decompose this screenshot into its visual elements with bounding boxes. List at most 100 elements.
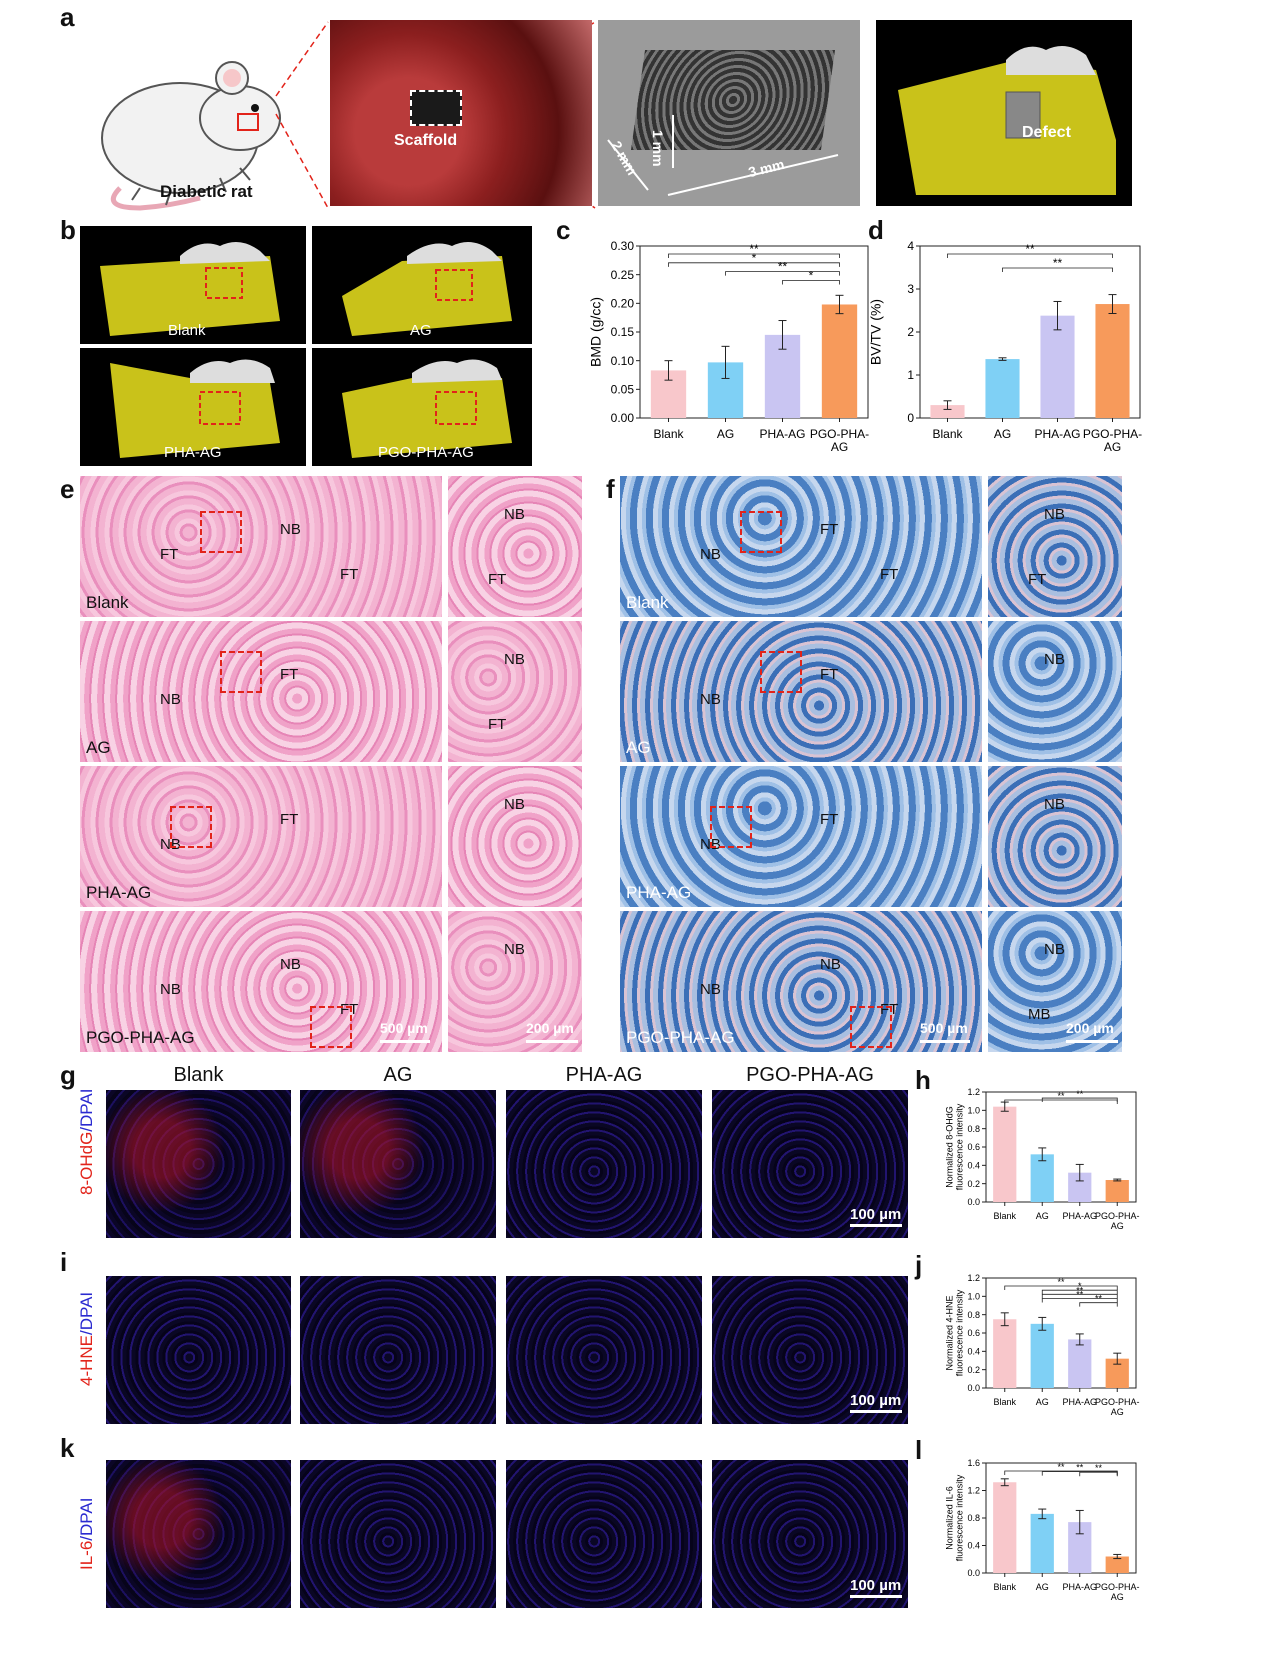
y-axis-label: Normalized IL-6fluorescence intensity xyxy=(944,1474,964,1561)
significance-bracket xyxy=(1079,1302,1118,1307)
panel_e-main-3: PGO-PHA-AG NB NB FT xyxy=(80,911,442,1052)
significance-bracket xyxy=(1041,1097,1118,1103)
bar-AG xyxy=(985,359,1020,418)
y-tick-label: 1.2 xyxy=(967,1486,980,1496)
panel-label-j: j xyxy=(915,1250,923,1280)
mandible-ag: AG xyxy=(312,226,532,344)
significance-label: ** xyxy=(1076,1285,1084,1295)
bar-Blank xyxy=(993,1319,1017,1388)
y-tick-label: 1.2 xyxy=(967,1273,980,1283)
scale-label-k: 100 µm xyxy=(850,1577,902,1594)
row-label-4hne: 4-HNE/DPAI xyxy=(77,1291,96,1386)
bar-Blank xyxy=(930,405,965,418)
panel_f-zoom-1: NB xyxy=(988,621,1122,762)
zoom-region-box xyxy=(710,806,752,848)
tissue-tag: NB xyxy=(700,546,721,563)
mandible-pha: PHA-AG xyxy=(80,348,306,466)
panel-label-b: b xyxy=(60,215,76,245)
y-tick-label: 0.0 xyxy=(967,1197,980,1207)
fluorescence-image-r0-c1 xyxy=(300,1090,496,1238)
y-tick-label: 0.30 xyxy=(611,239,635,253)
x-tick-label: PGO-PHA-AG xyxy=(810,427,869,454)
tissue-tag: NB xyxy=(160,691,181,708)
panel_e-zoom-0: NB FT xyxy=(448,476,582,617)
y-tick-label: 1.6 xyxy=(967,1458,980,1468)
fluorescence-image-r2-c1 xyxy=(300,1460,496,1608)
fluorescence-image-r0-c3 xyxy=(712,1090,908,1238)
y-tick-label: 0.0 xyxy=(967,1383,980,1393)
panel_e-main-0: Blank FT NB FT xyxy=(80,476,442,617)
defect-render: Defect xyxy=(876,20,1132,206)
panel-label-h: h xyxy=(915,1065,931,1095)
tissue-tag: FT xyxy=(160,546,179,563)
bar-AG xyxy=(1030,1323,1054,1388)
x-tick-label: Blank xyxy=(932,427,963,441)
x-tick-label: AG xyxy=(1036,1211,1049,1221)
tissue-tag: NB xyxy=(1044,651,1065,668)
tissue-tag: FT xyxy=(820,521,839,538)
scale-label: 200 µm xyxy=(526,1020,574,1036)
significance-label: ** xyxy=(778,260,788,274)
tissue-tag: NB xyxy=(1044,506,1065,523)
significance-bracket xyxy=(782,280,840,285)
significance-bracket xyxy=(668,262,840,267)
defect-label: Defect xyxy=(1022,124,1071,141)
y-tick-label: 0.25 xyxy=(611,268,635,282)
x-tick-label: PGO-PHA-AG xyxy=(1095,1397,1140,1417)
mandible-ag-label: AG xyxy=(410,322,432,339)
y-tick-label: 0.6 xyxy=(967,1328,980,1338)
scale-label: 200 µm xyxy=(1066,1020,1114,1036)
fluorescence-image-r1-c0 xyxy=(106,1276,291,1424)
panel-label-f: f xyxy=(606,474,615,504)
scaffold-label: Scaffold xyxy=(394,132,458,149)
tissue-tag: NB xyxy=(504,796,525,813)
panel_f-main-3: PGO-PHA-AG NB NB FT xyxy=(620,911,982,1052)
panel-label-g: g xyxy=(60,1060,76,1090)
panel-label-a: a xyxy=(60,2,75,32)
y-tick-label: 0.15 xyxy=(611,325,635,339)
significance-label: ** xyxy=(1095,1294,1103,1304)
y-tick-label: 0.4 xyxy=(967,1346,980,1356)
panel_f-zoom-3: NB MB xyxy=(988,911,1122,1052)
significance-label: ** xyxy=(1076,1463,1084,1473)
x-tick-label: PHA-AG xyxy=(1062,1397,1097,1407)
tissue-tag: FT xyxy=(820,811,839,828)
fluorescence-image-r2-c0 xyxy=(106,1460,291,1608)
y-tick-label: 0.10 xyxy=(611,354,635,368)
bar-Blank xyxy=(993,1482,1017,1573)
x-tick-label: PGO-PHA-AG xyxy=(1095,1582,1140,1602)
scale-bar xyxy=(920,1040,970,1043)
col-header-ag: AG xyxy=(383,1064,413,1086)
col-header-blank: Blank xyxy=(173,1064,224,1086)
x-tick-label: PHA-AG xyxy=(1062,1582,1097,1592)
significance-label: ** xyxy=(1025,242,1035,256)
scale-bar-i xyxy=(850,1410,902,1413)
panel-label-k: k xyxy=(60,1433,75,1463)
scale-label-g: 100 µm xyxy=(850,1206,902,1223)
panel_f-main-1: AG NB FT xyxy=(620,621,982,762)
zoom-region-box xyxy=(850,1006,892,1048)
y-tick-label: 2 xyxy=(907,325,914,339)
bar-AG xyxy=(1030,1154,1054,1202)
dim-height: 1 mm xyxy=(650,130,666,167)
y-tick-label: 0.8 xyxy=(967,1124,980,1134)
tissue-tag: FT xyxy=(488,571,507,588)
panel_e-main-1: AG NB FT xyxy=(80,621,442,762)
y-tick-label: 0.0 xyxy=(967,1568,980,1578)
panel_f-main-2: PHA-AG NB FT xyxy=(620,766,982,907)
significance-bracket xyxy=(1041,1298,1118,1303)
panel_e-zoom-2: NB xyxy=(448,766,582,907)
panel-label-i: i xyxy=(60,1247,68,1277)
tissue-tag: FT xyxy=(1028,571,1047,588)
x-tick-label: Blank xyxy=(993,1211,1016,1221)
mandible-blank-label: Blank xyxy=(168,322,206,339)
row-label-8ohdg: 8-OHdG/DPAI xyxy=(77,1088,96,1195)
mandible-blank: Blank xyxy=(80,226,306,344)
panel_f-zoom-2: NB xyxy=(988,766,1122,907)
y-tick-label: 1.0 xyxy=(967,1291,980,1301)
scale-bar-k xyxy=(850,1595,902,1598)
panel_f-zoom-0: NB FT xyxy=(988,476,1122,617)
tissue-tag: MB xyxy=(1028,1006,1051,1023)
tissue-tag: NB xyxy=(1044,941,1065,958)
